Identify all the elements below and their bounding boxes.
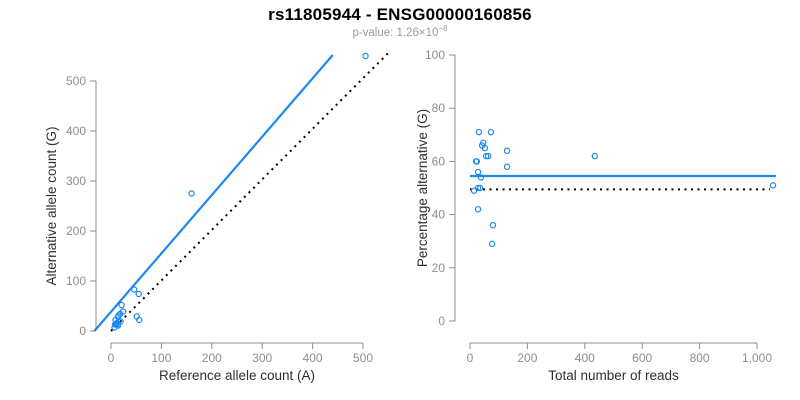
data-point <box>487 128 495 136</box>
identity-line <box>110 52 389 332</box>
figure-subtitle: p-value: 1.26×10−8 <box>0 24 800 39</box>
y-tick-label: 400 <box>66 124 86 138</box>
y-tick-label: 200 <box>66 224 86 238</box>
y-tick-label: 0 <box>79 324 86 338</box>
x-tick-label: 200 <box>517 351 537 365</box>
x-tick-label: 0 <box>467 351 474 365</box>
data-point <box>769 182 777 189</box>
data-point <box>474 206 482 213</box>
data-point <box>488 240 496 248</box>
data-point <box>480 139 487 146</box>
data-point <box>136 316 143 324</box>
x-tick-label: 1,000 <box>742 351 772 365</box>
x-tick-label: 100 <box>151 351 171 365</box>
y-tick-label: 0 <box>438 314 445 328</box>
regression-line <box>93 54 334 332</box>
data-point <box>362 52 369 60</box>
y-axis-title: Alternative allele count (G) <box>44 126 59 285</box>
data-point <box>481 144 489 152</box>
p-value-exponent: −8 <box>438 24 448 33</box>
x-tick-label: 400 <box>575 351 595 365</box>
data-point <box>503 163 511 170</box>
data-point <box>118 301 125 309</box>
y-axis-title: Percentage alternative (G) <box>415 109 430 267</box>
data-point <box>474 184 482 192</box>
data-point <box>119 308 127 315</box>
percentage-vs-reads-scatter: 0 20 40 60 80 100 0 200 400 600 800 1,000 Total numb… <box>415 48 777 383</box>
x-tick-label: 800 <box>690 351 710 365</box>
x-axis-title: Total number of reads <box>548 368 679 383</box>
figure-title: rs11805944 - ENSG00000160856 <box>268 5 532 24</box>
x-tick-label: 600 <box>632 351 652 365</box>
y-tick-label: 500 <box>66 74 86 88</box>
data-point <box>484 152 492 160</box>
x-tick-label: 300 <box>252 351 272 365</box>
y-tick-label: 100 <box>66 274 86 288</box>
data-point <box>474 168 482 176</box>
allele-counts-scatter: 0 100 200 300 400 500 0 100 200 300 400 500 Referenc… <box>44 52 389 383</box>
x-tick-label: 0 <box>108 351 115 365</box>
data-point <box>476 184 484 192</box>
data-point <box>489 222 497 229</box>
x-tick-label: 500 <box>353 351 373 365</box>
data-point <box>114 322 122 329</box>
y-tick-label: 20 <box>432 261 446 275</box>
data-point <box>477 174 485 181</box>
p-value-text: p-value: 1.26×10 <box>352 26 439 39</box>
y-tick-label: 40 <box>432 208 446 222</box>
y-tick-label: 80 <box>432 101 446 115</box>
data-point <box>188 190 195 197</box>
data-point <box>475 128 483 136</box>
x-tick-label: 400 <box>303 351 323 365</box>
data-point <box>482 152 490 160</box>
data-point <box>130 286 138 293</box>
data-point <box>473 158 481 165</box>
data-point <box>135 290 142 298</box>
data-point <box>115 312 122 319</box>
x-tick-label: 200 <box>202 351 222 365</box>
data-point <box>503 147 511 154</box>
y-tick-label: 60 <box>432 154 446 168</box>
y-tick-label: 300 <box>66 174 86 188</box>
data-point <box>591 152 599 160</box>
y-tick-label: 100 <box>425 48 445 62</box>
x-axis-title: Reference allele count (A) <box>159 368 315 383</box>
